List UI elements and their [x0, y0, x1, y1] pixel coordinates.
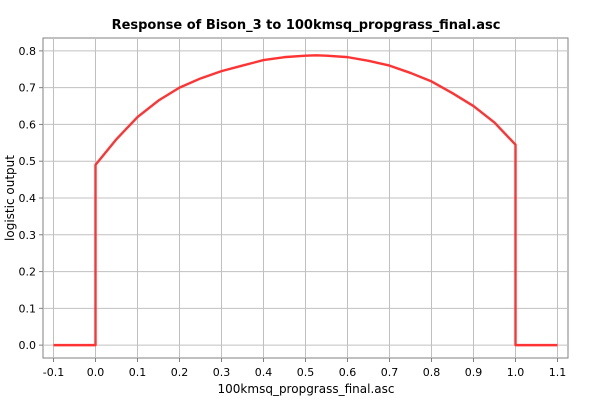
response-curve — [53, 54, 558, 347]
x-tick-label: 0.6 — [339, 366, 357, 379]
y-tick-label: 0.2 — [19, 266, 37, 279]
x-tick-label: 0.8 — [423, 366, 441, 379]
x-tick-label: 0.4 — [255, 366, 273, 379]
axis-ticks — [39, 50, 558, 362]
grid-lines — [43, 38, 568, 358]
x-tick-label: 0.0 — [87, 366, 105, 379]
x-tick-label: 0.7 — [381, 366, 399, 379]
x-tick-label: 0.1 — [129, 366, 147, 379]
series-lines — [53, 54, 558, 347]
x-tick-label: 0.5 — [297, 366, 315, 379]
x-tick-label: 1.0 — [507, 366, 525, 379]
y-tick-label: 0.8 — [19, 45, 37, 58]
x-tick-label: 0.9 — [465, 366, 483, 379]
y-tick-label: 0.1 — [19, 302, 37, 315]
x-tick-label: 0.3 — [213, 366, 231, 379]
x-tick-label: 0.2 — [171, 366, 189, 379]
x-tick-label: 1.1 — [549, 366, 567, 379]
y-tick-label: 0.6 — [19, 118, 37, 131]
y-axis-label: logistic output — [3, 155, 17, 241]
chart-title: Response of Bison_3 to 100kmsq_propgrass… — [112, 18, 501, 33]
y-tick-label: 0.4 — [19, 192, 37, 205]
x-tick-label: -0.1 — [43, 366, 64, 379]
y-tick-label: 0.0 — [19, 339, 37, 352]
y-tick-label: 0.3 — [19, 229, 37, 242]
x-tick-labels: -0.1 0.0 0.1 0.2 0.3 0.4 0.5 0.6 0.7 0.8 0.9 1.0 1.1 — [43, 366, 566, 379]
y-tick-label: 0.5 — [19, 155, 37, 168]
x-axis-label: 100kmsq_propgrass_final.asc — [218, 382, 395, 396]
y-tick-labels: 0.0 0.1 0.2 0.3 0.4 0.5 0.6 0.7 0.8 — [19, 45, 37, 352]
y-tick-label: 0.7 — [19, 82, 37, 95]
